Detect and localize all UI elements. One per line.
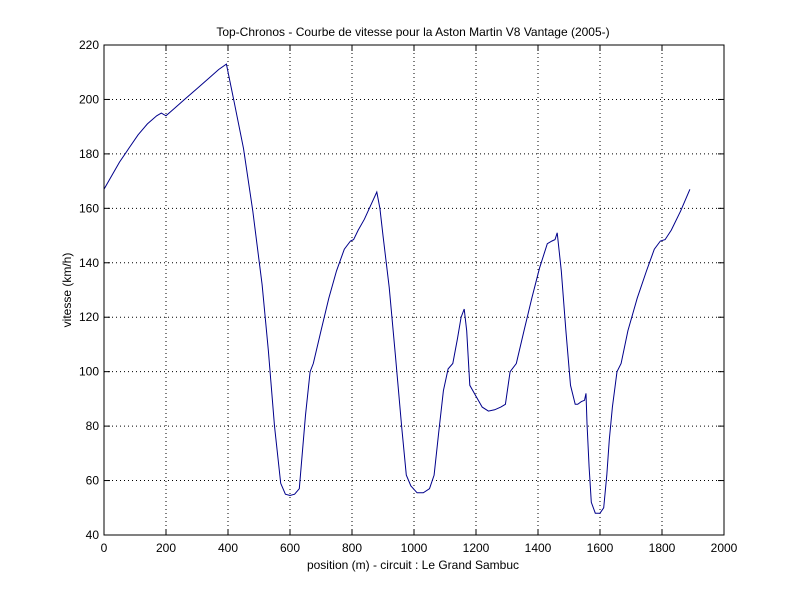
chart-title: Top-Chronos - Courbe de vitesse pour la … <box>216 25 609 39</box>
y-tick-label: 60 <box>86 474 100 488</box>
y-axis-label: vitesse (km/h) <box>60 253 74 328</box>
x-tick-label: 1600 <box>587 541 614 555</box>
x-axis-label: position (m) - circuit : Le Grand Sambuc <box>307 558 519 572</box>
y-tick-label: 200 <box>79 92 99 106</box>
x-tick-label: 600 <box>280 541 300 555</box>
x-tick-label: 200 <box>156 541 176 555</box>
x-tick-label: 2000 <box>711 541 738 555</box>
x-tick-label: 1000 <box>401 541 428 555</box>
y-tick-label: 140 <box>79 256 99 270</box>
x-tick-label: 400 <box>218 541 238 555</box>
plot-area <box>103 63 691 514</box>
x-tick-label: 800 <box>342 541 362 555</box>
y-tick-label: 120 <box>79 310 99 324</box>
plot-frame <box>103 44 725 536</box>
y-tick-label: 100 <box>79 365 99 379</box>
y-tick-label: 160 <box>79 201 99 215</box>
ticks: 0 200 400 600 800 1000 1200 1400 1600 1800 2000 40 6… <box>79 38 738 555</box>
x-tick-label: 1200 <box>463 541 490 555</box>
y-tick-label: 40 <box>86 528 100 542</box>
speed-series-line <box>103 63 691 514</box>
x-tick-label: 1800 <box>649 541 676 555</box>
y-tick-label: 80 <box>86 419 100 433</box>
y-tick-label: 180 <box>79 147 99 161</box>
y-tick-label: 220 <box>79 38 99 52</box>
x-tick-label: 0 <box>101 541 108 555</box>
x-tick-label: 1400 <box>525 541 552 555</box>
grid <box>104 45 724 535</box>
